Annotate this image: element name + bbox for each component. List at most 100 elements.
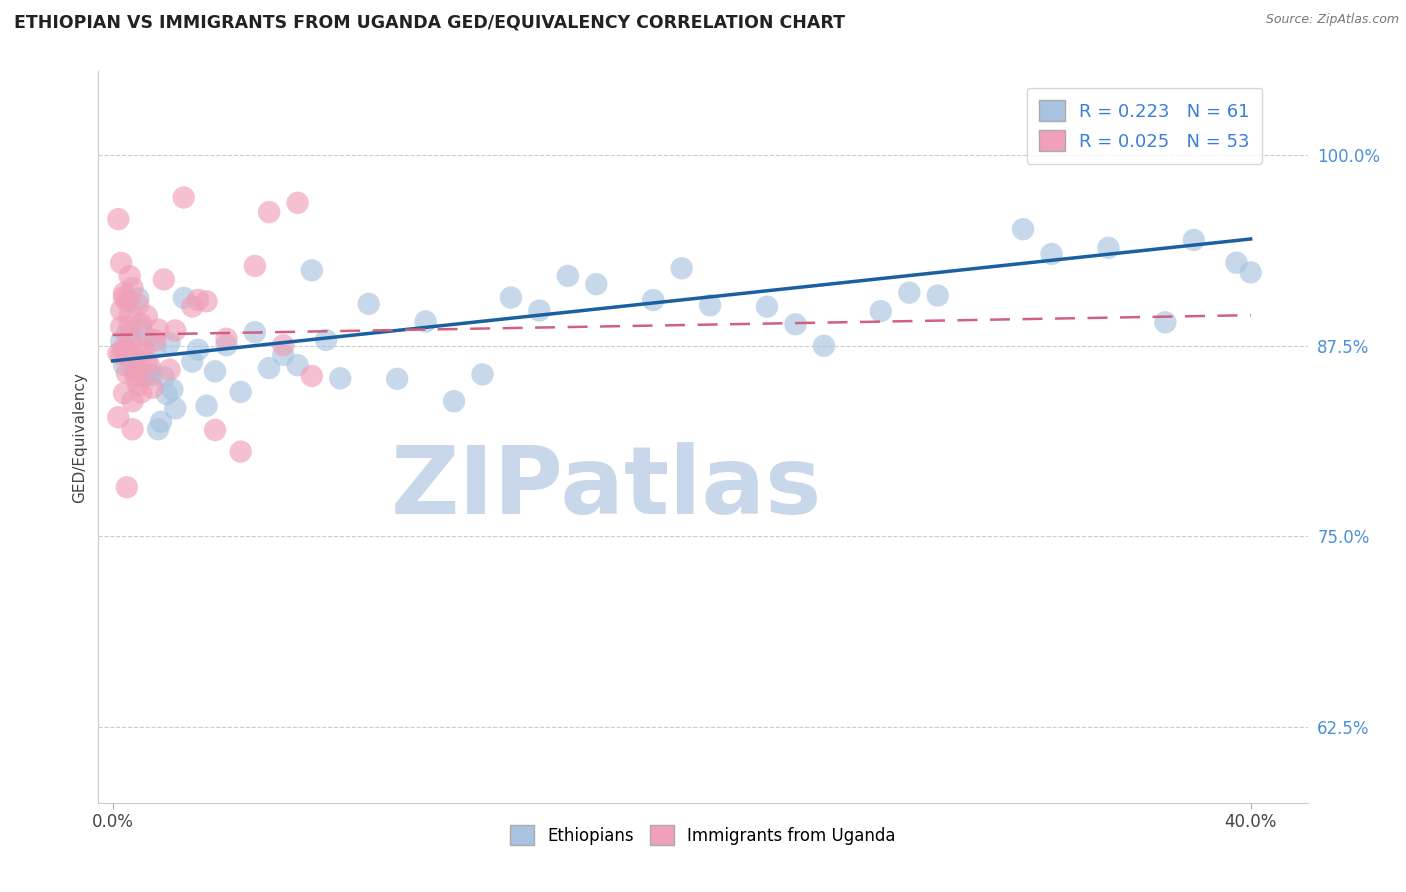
Point (1040, 247, 1063, 261)
Point (129, 340, 152, 354)
Point (529, 303, 551, 318)
Point (112, 341, 135, 355)
Point (118, 308, 141, 322)
Point (443, 394, 465, 409)
Point (118, 334, 141, 348)
Point (138, 359, 160, 374)
Text: ZIPatlas: ZIPatlas (391, 442, 823, 534)
Y-axis label: GED/Equivalency: GED/Equivalency (72, 372, 87, 502)
Point (229, 444, 252, 458)
Point (287, 195, 309, 210)
Point (643, 293, 665, 307)
Point (107, 410, 129, 425)
Point (173, 291, 195, 305)
Point (115, 480, 138, 494)
Point (129, 385, 152, 400)
Point (112, 386, 135, 401)
Point (138, 368, 160, 382)
Point (471, 368, 494, 382)
Point (115, 346, 138, 360)
Point (141, 381, 163, 395)
Point (146, 322, 169, 336)
Point (127, 291, 149, 305)
Point (135, 309, 157, 323)
Legend: Ethiopians, Immigrants from Uganda: Ethiopians, Immigrants from Uganda (502, 817, 904, 853)
Point (110, 334, 132, 348)
Point (215, 338, 238, 352)
Point (150, 415, 173, 429)
Point (165, 323, 187, 337)
Point (135, 355, 157, 369)
Point (585, 277, 607, 292)
Point (204, 423, 226, 437)
Point (156, 387, 179, 401)
Point (869, 304, 891, 318)
Point (181, 300, 204, 314)
Point (112, 290, 135, 304)
Point (124, 360, 146, 375)
Point (195, 294, 218, 309)
Point (129, 322, 152, 336)
Point (121, 360, 143, 375)
Point (1154, 315, 1177, 329)
Point (165, 401, 187, 416)
Point (129, 318, 152, 332)
Point (121, 422, 143, 436)
Text: Source: ZipAtlas.com: Source: ZipAtlas.com (1265, 13, 1399, 27)
Point (699, 298, 721, 312)
Point (143, 333, 166, 347)
Point (107, 212, 129, 227)
Point (107, 346, 129, 360)
Point (273, 338, 295, 352)
Point (1012, 222, 1035, 236)
Point (132, 368, 155, 383)
Point (243, 326, 266, 340)
Point (385, 372, 408, 386)
Point (118, 269, 141, 284)
Point (301, 263, 323, 277)
Point (153, 370, 176, 384)
Point (927, 288, 949, 302)
Point (257, 205, 280, 219)
Point (132, 344, 155, 359)
Text: ETHIOPIAN VS IMMIGRANTS FROM UGANDA GED/EQUIVALENCY CORRELATION CHART: ETHIOPIAN VS IMMIGRANTS FROM UGANDA GED/… (14, 13, 845, 31)
Point (159, 336, 181, 351)
Point (273, 348, 295, 362)
Point (357, 297, 380, 311)
Point (124, 351, 146, 366)
Point (785, 318, 807, 332)
Point (153, 272, 176, 286)
Point (112, 358, 135, 372)
Point (112, 286, 135, 301)
Point (229, 384, 252, 399)
Point (499, 291, 522, 305)
Point (215, 332, 238, 346)
Point (671, 261, 693, 276)
Point (329, 371, 352, 385)
Point (187, 343, 209, 357)
Point (181, 354, 204, 368)
Point (756, 300, 779, 314)
Point (162, 383, 184, 397)
Point (159, 363, 181, 377)
Point (110, 303, 132, 318)
Point (118, 294, 141, 309)
Point (415, 314, 437, 328)
Point (121, 281, 143, 295)
Point (187, 293, 209, 307)
Point (124, 369, 146, 384)
Point (146, 422, 169, 436)
Point (115, 294, 138, 309)
Point (143, 340, 166, 354)
Point (110, 256, 132, 270)
Point (135, 330, 157, 344)
Point (127, 298, 149, 312)
Point (1240, 265, 1263, 279)
Point (287, 358, 309, 372)
Point (118, 318, 141, 333)
Point (124, 365, 146, 379)
Point (204, 364, 226, 378)
Point (1182, 233, 1205, 247)
Point (898, 285, 921, 300)
Point (195, 399, 218, 413)
